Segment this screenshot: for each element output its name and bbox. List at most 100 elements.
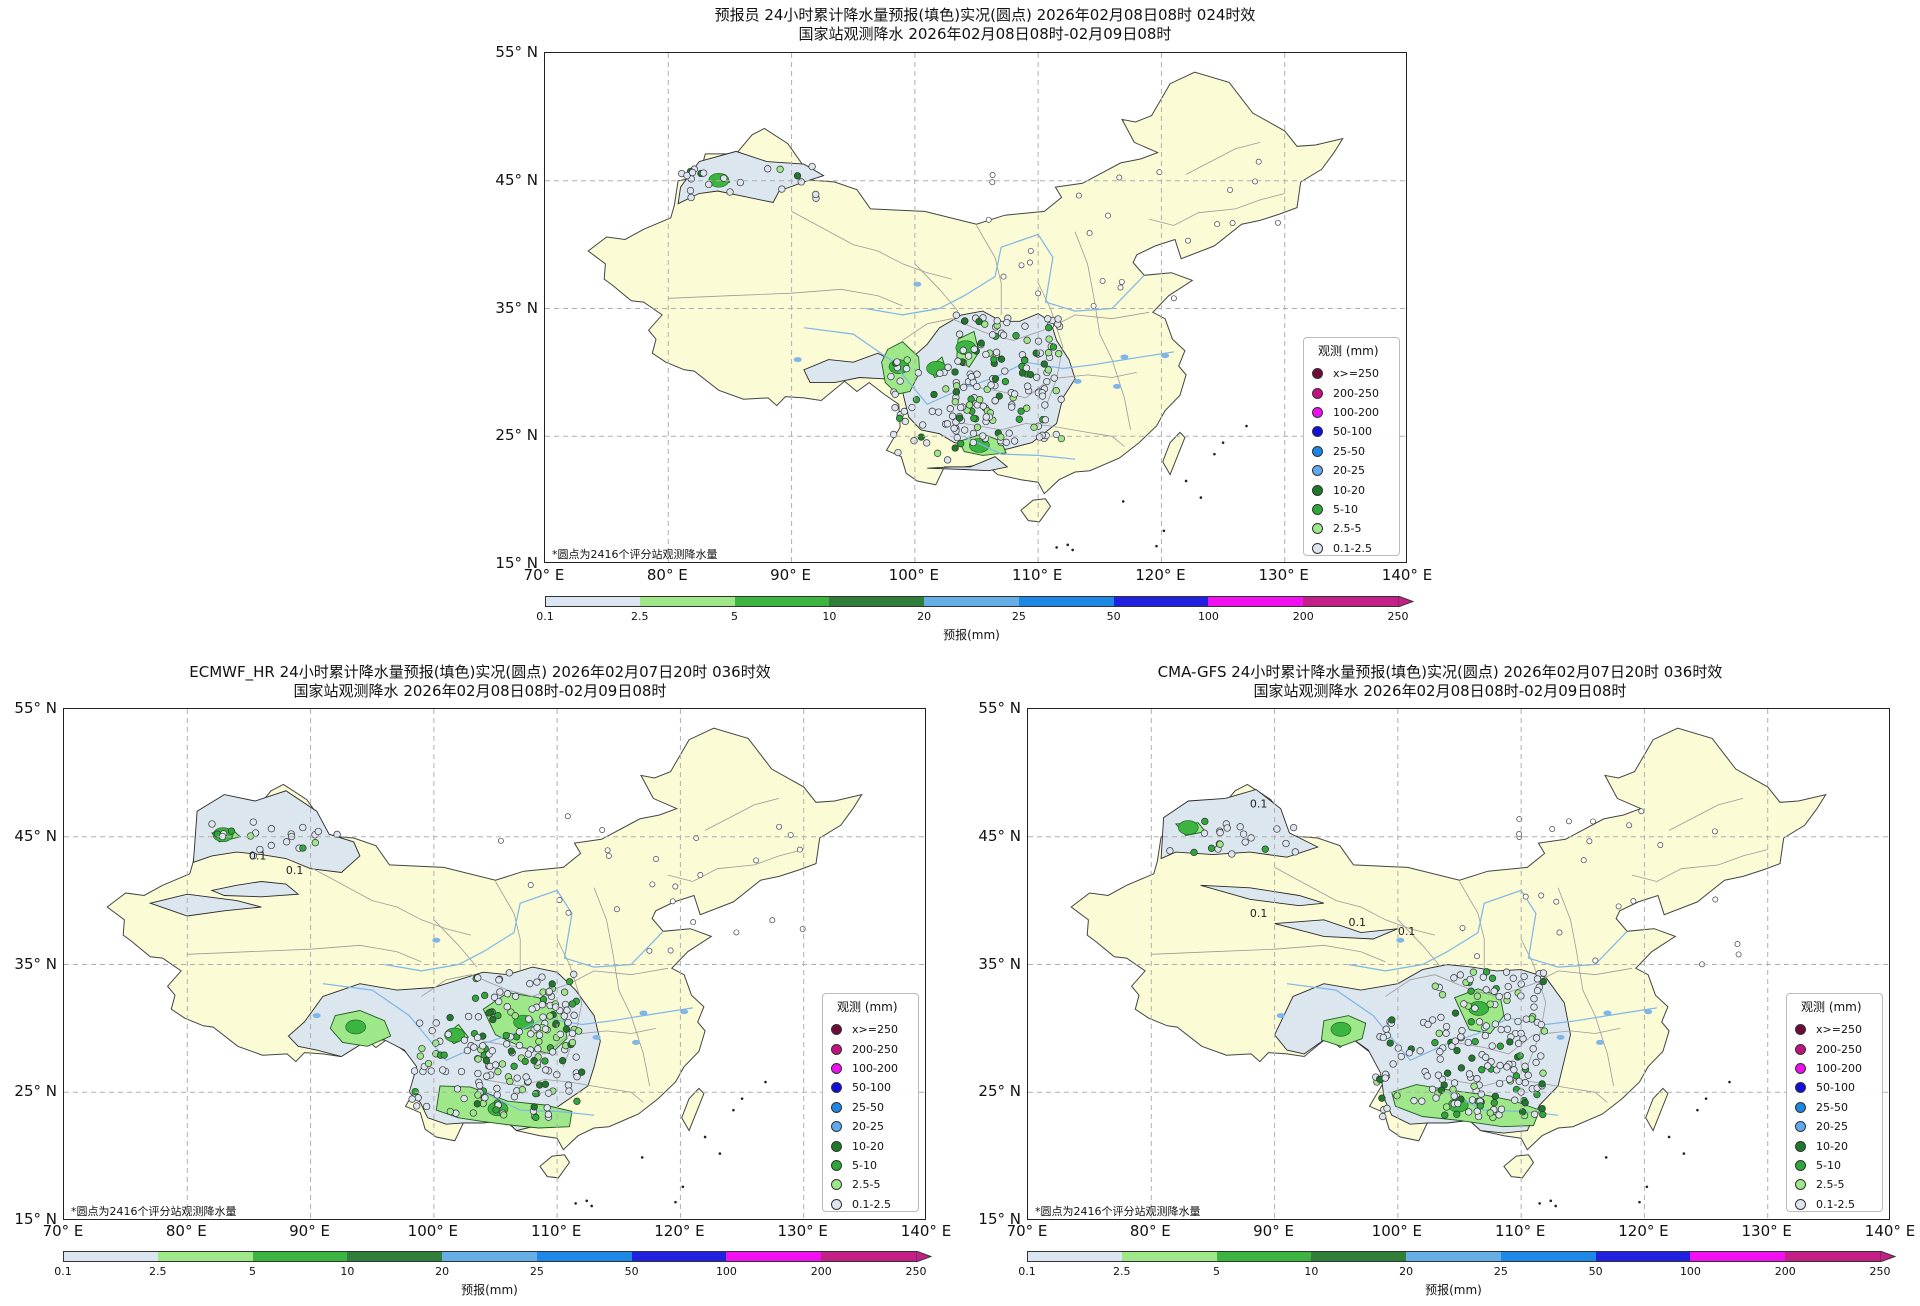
station-dot [1475, 1018, 1484, 1026]
province-border [976, 225, 1002, 315]
colorbar [63, 1251, 932, 1262]
colorbar-tick-label: 20 [435, 1265, 450, 1278]
legend-label: 10-20 [852, 1139, 884, 1153]
lake [1073, 378, 1082, 384]
station-dot [1522, 1015, 1530, 1023]
station-dot [1556, 929, 1563, 936]
station-dot [1533, 986, 1542, 995]
station-dot [991, 397, 999, 405]
colorbar-tick-label: 25 [529, 1265, 544, 1278]
legend-item: 5-10 [831, 1156, 910, 1175]
station-dot [495, 976, 503, 984]
station-dot [990, 355, 998, 364]
station-dot [1442, 1029, 1450, 1037]
station-dot [796, 846, 803, 853]
station-dot [977, 339, 985, 347]
colorbar-segment [1121, 1251, 1218, 1262]
lon-tick-label: 90° E [1253, 1222, 1294, 1240]
station-dot [951, 368, 959, 376]
legend-marker [831, 1043, 842, 1055]
map-frame[interactable]: 0.1 0.1 [63, 708, 926, 1220]
station-dot [1008, 403, 1016, 411]
contour-label: 0.1 [1398, 925, 1416, 938]
island [1604, 1156, 1608, 1159]
station-note: *圆点为2416个评分站观测降水量 [552, 548, 718, 561]
station-dot [952, 388, 960, 396]
lake [793, 357, 802, 363]
legend-marker [1312, 503, 1323, 515]
station-dot [506, 1077, 514, 1086]
forecast-area-light [927, 456, 1009, 472]
station-dot [1018, 369, 1027, 377]
station-dot [948, 412, 957, 420]
lat-tick-label: 15° N [14, 1210, 57, 1228]
station-dot [534, 1045, 542, 1053]
station-dot [653, 856, 659, 862]
colorbar-tick-label: 5 [1213, 1265, 1221, 1278]
station-dot [1712, 896, 1719, 903]
map-frame[interactable]: 0.1 0.1 0.1 0.1 [1027, 708, 1890, 1220]
station-dot [422, 1102, 431, 1111]
colorbar-segment [1406, 1251, 1502, 1262]
colorbar-segment [1311, 1251, 1407, 1262]
station-dot [908, 403, 916, 412]
station-dot [1038, 392, 1047, 400]
lat-tick-label: 35° N [495, 298, 538, 317]
legend-title: 观测 (mm) [837, 1000, 898, 1014]
lake [632, 1039, 641, 1045]
station-dot [490, 993, 499, 1001]
station-dot [1002, 438, 1010, 446]
island [1554, 1204, 1557, 1208]
station-dot [1201, 817, 1209, 826]
station-dot [1239, 830, 1248, 838]
colorbar-tick-label: 20 [917, 610, 932, 623]
station-dot [928, 407, 936, 415]
china-map: 0.1 0.1 0.1 0.1 [1028, 709, 1889, 1219]
station-dot [959, 346, 967, 354]
legend-label: x>=250 [1816, 1023, 1862, 1037]
station-dot [541, 1025, 550, 1033]
station-dot [1090, 302, 1097, 309]
station-dot [1516, 831, 1523, 837]
colorbar-segment [1208, 596, 1304, 607]
station-dot [1448, 1042, 1456, 1050]
legend-label: 5-10 [1333, 502, 1358, 516]
province-border [1151, 944, 1386, 963]
station-dot [1010, 437, 1019, 445]
station-dot [1486, 1000, 1494, 1008]
station-dot [485, 1009, 493, 1017]
station-dot [764, 165, 772, 173]
legend-label: 20-25 [1333, 464, 1365, 478]
station-dot [208, 820, 216, 828]
station-dot [1021, 322, 1029, 330]
lon-tick-label: 120° E [654, 1222, 705, 1240]
legend-marker [1312, 406, 1323, 418]
station-dot [568, 1000, 577, 1008]
station-dot [488, 1047, 496, 1055]
forecast-area-light [210, 881, 300, 898]
station-dot [570, 1011, 578, 1019]
map-frame[interactable] [544, 52, 1407, 563]
observation-legend: 观测 (mm) x>=250 200-250 100-200 50-100 25-50 20… [1303, 337, 1400, 556]
station-dot [943, 420, 952, 428]
station-dot [500, 1111, 508, 1119]
colorbar-extend-arrow [1880, 1251, 1896, 1262]
station-dot [952, 311, 960, 319]
colorbar-tick-label: 2.5 [1113, 1265, 1131, 1278]
station-dot [891, 390, 899, 398]
colorbar-label: 预报(mm) [461, 1283, 518, 1297]
station-dot [1388, 1016, 1396, 1024]
lat-tick-label: 35° N [978, 954, 1021, 973]
island [1071, 548, 1074, 552]
station-dot [720, 174, 728, 182]
island [1638, 1200, 1641, 1204]
panel-title-1: 预报员 24小时累计降水量预报(填色)实况(圆点) 2026年02月08日08时… [545, 6, 1425, 44]
station-dot [535, 1031, 544, 1039]
panel-title-line2: 国家站观测降水 2026年02月08日08时-02月09日08时 [293, 682, 667, 700]
province-border [593, 887, 650, 1086]
station-dot [951, 444, 959, 452]
station-dot [249, 852, 258, 860]
island [1121, 500, 1125, 503]
station-dot [267, 841, 275, 850]
island [718, 1152, 722, 1155]
